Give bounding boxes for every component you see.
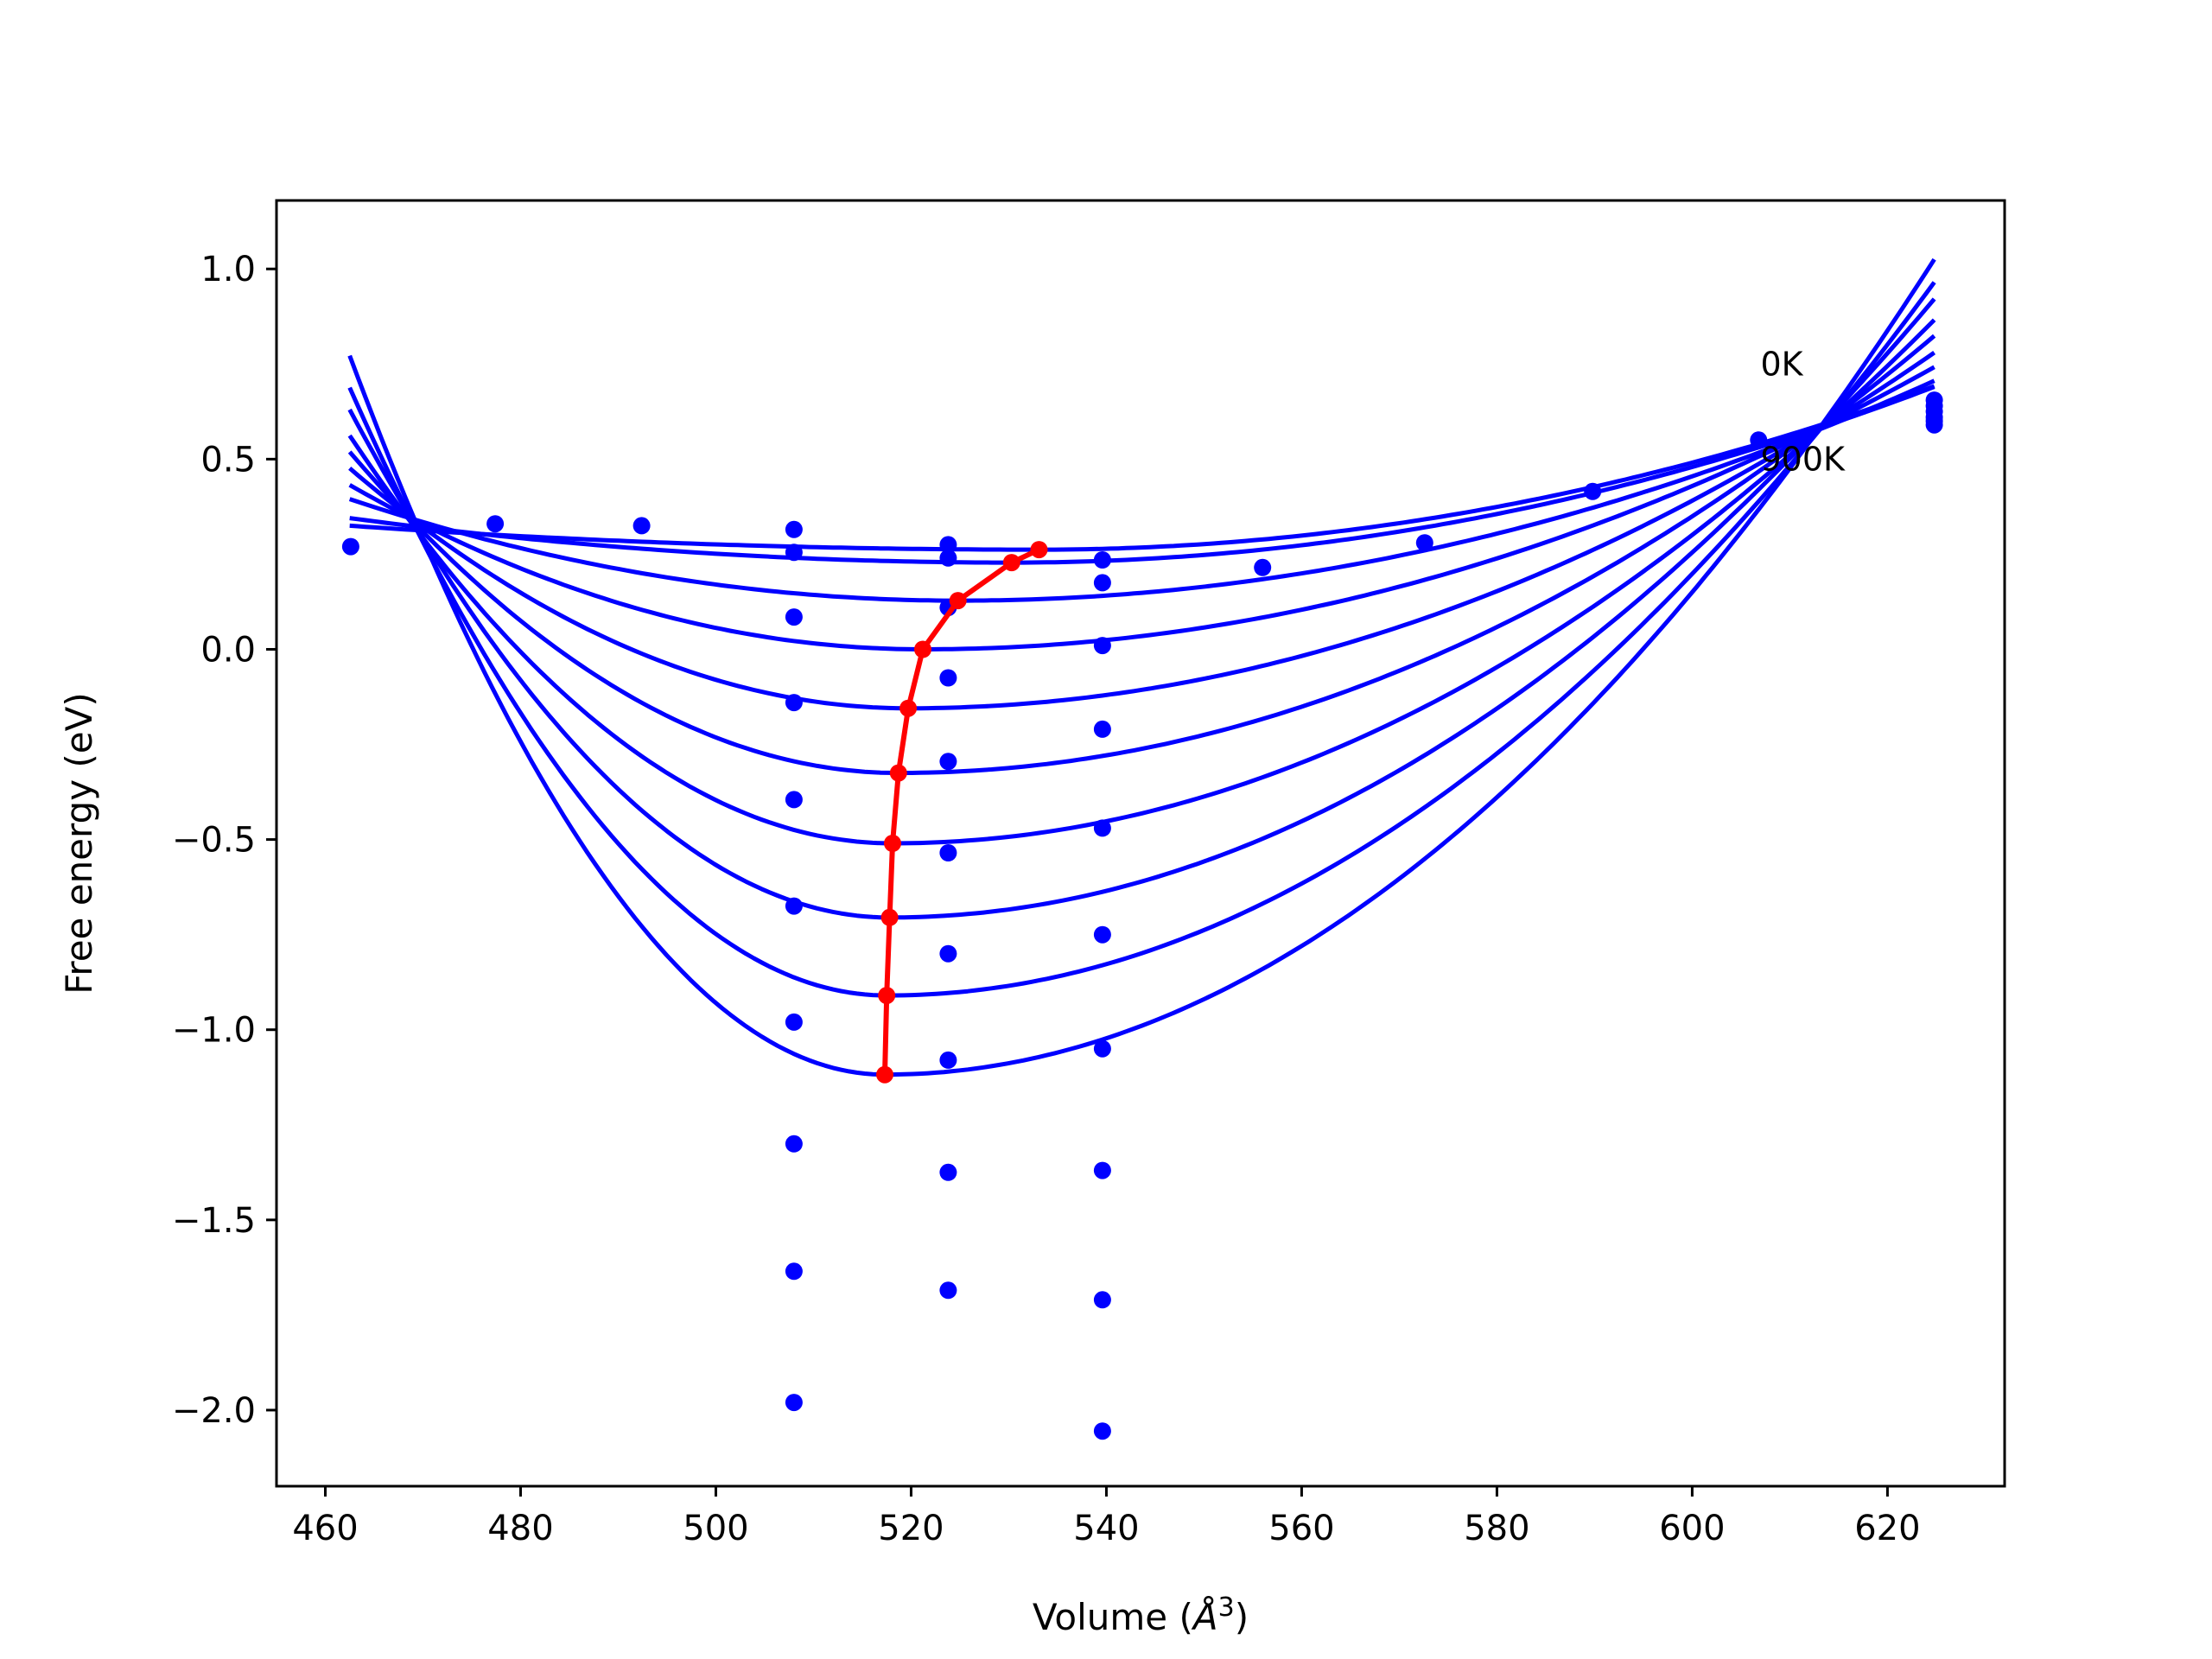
data-point xyxy=(632,517,651,535)
minimum-path-point xyxy=(899,699,918,717)
minimum-path-point xyxy=(876,1065,893,1084)
minimum-path-line xyxy=(882,547,1040,1075)
fit-curve-1 xyxy=(349,385,1936,565)
data-point xyxy=(939,944,957,963)
data-point xyxy=(939,753,957,771)
x-tick-label: 520 xyxy=(878,1509,944,1548)
fit-curve-7 xyxy=(347,297,1936,920)
minimum-path-point xyxy=(1030,541,1048,559)
annotation-1: 900K xyxy=(1761,441,1847,479)
minimum-path-point xyxy=(880,908,899,926)
data-point xyxy=(341,537,359,556)
data-point xyxy=(785,791,803,809)
data-point xyxy=(1925,416,1943,434)
x-tick-label: 580 xyxy=(1464,1509,1529,1548)
data-point xyxy=(1093,1039,1111,1058)
data-point xyxy=(1093,1161,1111,1179)
data-point xyxy=(939,1281,957,1300)
minimum-path-point xyxy=(914,640,931,658)
fit-curve-5 xyxy=(347,334,1936,776)
data-point xyxy=(939,1051,957,1069)
y-axis: 1.0 0.5 0.0 −0.5 −1.0 −1.5 −2.0 xyxy=(172,250,276,1431)
x-axis-title: Volume (Å3) xyxy=(1033,1592,1249,1638)
y-tick-label: −2.0 xyxy=(172,1391,256,1431)
data-point xyxy=(785,1135,803,1153)
data-point xyxy=(1750,431,1768,449)
data-point xyxy=(939,844,957,861)
data-point xyxy=(785,694,803,712)
y-tick-label: 0.0 xyxy=(200,630,256,670)
data-point xyxy=(785,1394,803,1412)
x-tick-label: 460 xyxy=(292,1509,358,1548)
plot-area xyxy=(276,200,2005,1486)
x-tick-label: 540 xyxy=(1073,1509,1139,1548)
data-point xyxy=(1254,558,1272,576)
data-point xyxy=(1093,819,1111,837)
fit-curve-2 xyxy=(348,378,1936,603)
minimum-path-point xyxy=(889,764,907,782)
data-point xyxy=(1093,1291,1111,1309)
fit-curve-9 xyxy=(347,257,1936,1077)
y-tick-label: 0.5 xyxy=(200,440,256,480)
data-point xyxy=(939,1163,957,1181)
x-tick-label: 480 xyxy=(487,1509,553,1548)
data-point xyxy=(785,897,803,915)
data-point xyxy=(1093,574,1111,592)
y-tick-label: −1.0 xyxy=(172,1011,256,1051)
y-axis-title: Free energy (eV) xyxy=(58,692,100,995)
x-tick-label: 620 xyxy=(1854,1509,1920,1548)
fit-curve-0 xyxy=(349,384,1936,552)
fit-curve-8 xyxy=(347,281,1936,998)
plot-frame xyxy=(275,199,2006,1488)
data-point xyxy=(939,536,957,554)
annotations: 0K 900K xyxy=(1761,346,1847,479)
minimum-path-point xyxy=(878,987,896,1005)
x-axis: 460 480 500 520 540 560 580 600 620 xyxy=(292,1486,1921,1548)
fit-curves xyxy=(347,257,1936,1077)
data-point xyxy=(785,608,803,626)
data-point xyxy=(785,1262,803,1281)
data-point xyxy=(1093,637,1111,655)
x-tick-label: 500 xyxy=(683,1509,748,1548)
x-tick-label: 600 xyxy=(1659,1509,1725,1548)
y-tick-label: −0.5 xyxy=(172,821,256,861)
x-axis-title-close: ) xyxy=(1235,1596,1249,1638)
data-point xyxy=(486,515,505,533)
minimum-path-point xyxy=(884,835,901,852)
x-axis-title-unit: Å xyxy=(1191,1595,1218,1638)
data-point xyxy=(939,549,957,567)
x-tick-label: 560 xyxy=(1268,1509,1334,1548)
data-point xyxy=(1415,534,1433,552)
minimum-path xyxy=(876,541,1048,1084)
data-point xyxy=(1584,482,1602,500)
data-point xyxy=(785,1013,803,1031)
y-tick-label: 1.0 xyxy=(200,250,256,289)
data-point xyxy=(1093,1422,1111,1440)
data-point xyxy=(1093,720,1111,738)
data-point xyxy=(785,520,803,538)
y-tick-label: −1.5 xyxy=(172,1201,256,1241)
data-point xyxy=(939,669,957,687)
data-point xyxy=(785,543,803,562)
x-axis-title-sup: 3 xyxy=(1218,1592,1235,1623)
annotation-0: 0K xyxy=(1761,346,1804,384)
minimum-path-point xyxy=(949,592,967,610)
fit-curve-4 xyxy=(348,351,1936,711)
data-point xyxy=(1093,925,1111,944)
data-point xyxy=(1093,551,1111,569)
fit-curve-3 xyxy=(348,365,1936,652)
minimum-path-point xyxy=(1002,554,1020,572)
fit-curve-6 xyxy=(347,318,1936,846)
x-axis-title-main: Volume ( xyxy=(1033,1596,1193,1638)
